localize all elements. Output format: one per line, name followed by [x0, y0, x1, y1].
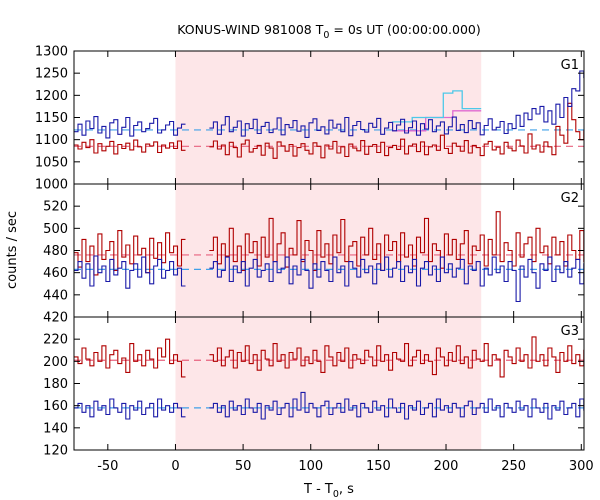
series-red-g2 — [74, 211, 584, 276]
y-tick-label: 1100 — [35, 133, 68, 148]
panel-g1-plot — [74, 70, 584, 159]
x-tick-label: 250 — [501, 459, 526, 474]
y-tick-label: 460 — [43, 266, 68, 281]
series-red-g3 — [74, 336, 584, 378]
y-tick-label: 1300 — [35, 45, 68, 60]
y-tick-label: 140 — [43, 421, 68, 436]
y-tick-label: 440 — [43, 288, 68, 303]
y-tick-label: 220 — [43, 333, 68, 348]
y-tick-label: 420 — [43, 311, 68, 326]
y-tick-label: 180 — [43, 377, 68, 392]
series-red-g1 — [74, 102, 584, 159]
series-blue-g2 — [74, 255, 584, 303]
y-tick-label: 480 — [43, 244, 68, 259]
frame-layer — [73, 50, 585, 451]
y-tick-label: 1250 — [35, 67, 68, 82]
x-tick-label: 0 — [171, 459, 179, 474]
series-blue-g1 — [74, 70, 584, 139]
y-tick-label: 160 — [43, 399, 68, 414]
y-tick-label: 120 — [43, 444, 68, 459]
panel-g3-plot — [74, 336, 584, 420]
series-blue-g3 — [74, 391, 584, 420]
panel-label-g3: G3 — [561, 324, 579, 339]
chart-title: KONUS-WIND 981008 T0 = 0s UT (00:00:00.0… — [177, 22, 481, 41]
panel-label-g2: G2 — [561, 191, 579, 206]
series-layer — [74, 70, 584, 420]
y-tick-label: 1150 — [35, 111, 68, 126]
x-tick-label: 150 — [366, 459, 391, 474]
y-axis-label: counts / sec — [5, 211, 20, 289]
x-tick-label: 200 — [434, 459, 459, 474]
x-tick-label: 50 — [235, 459, 252, 474]
x-tick-label: 300 — [569, 459, 594, 474]
text-layer: 1000105011001150120012501300G14204404604… — [5, 22, 594, 500]
panel-g2-plot — [74, 211, 584, 303]
model-blue — [391, 90, 482, 123]
x-tick-label: -50 — [97, 459, 118, 474]
y-tick-label: 1050 — [35, 155, 68, 170]
y-tick-label: 1000 — [35, 178, 68, 193]
x-axis-label: T - T0, s — [303, 482, 354, 500]
x-tick-label: 100 — [298, 459, 323, 474]
y-tick-label: 200 — [43, 355, 68, 370]
y-tick-label: 500 — [43, 222, 68, 237]
y-tick-label: 1200 — [35, 89, 68, 104]
panel-label-g1: G1 — [561, 58, 579, 73]
y-tick-label: 520 — [43, 200, 68, 215]
